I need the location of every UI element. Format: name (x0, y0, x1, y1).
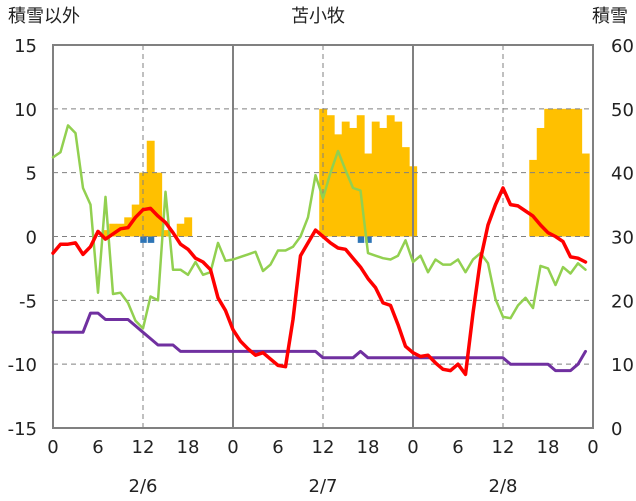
snow-depth-bar (139, 172, 148, 237)
snow-depth-bar (364, 153, 373, 237)
snow-depth-bar (146, 140, 155, 237)
y-left-tick-label: 5 (26, 164, 37, 185)
snow-depth-bar (101, 230, 110, 237)
wind-line (51, 311, 587, 373)
y-left-tick-label: -5 (19, 291, 37, 312)
x-tick-label: 0 (407, 437, 418, 458)
line-series (51, 124, 588, 377)
y-right-tick-label: 40 (611, 164, 634, 185)
chart-title: 苫小牧 (291, 6, 345, 27)
x-tick-label: 18 (537, 437, 560, 458)
grid (53, 45, 593, 428)
x-tick-label: 12 (312, 437, 335, 458)
date-labels: 2/6 2/7 2/8 (129, 476, 518, 497)
snow-depth-bar (401, 147, 410, 237)
x-tick-label: 0 (47, 437, 58, 458)
x-tick-label: 6 (452, 437, 463, 458)
y-right-tick-label: 20 (611, 291, 634, 312)
x-tick-label: 0 (587, 437, 598, 458)
precip-bar (147, 236, 155, 243)
snow-depth-bar (356, 115, 365, 237)
y-left-tick-label: 15 (14, 36, 37, 57)
x-tick-labels: 0 6 12 18 0 6 12 18 0 6 12 18 0 (47, 437, 598, 458)
precip-bar (365, 236, 372, 243)
snow-depth-bar (109, 223, 118, 237)
snow-depth-bar (334, 134, 343, 237)
x-tick-label: 18 (177, 437, 200, 458)
x-tick-label: 6 (92, 437, 103, 458)
snow-depth-bar (394, 121, 403, 237)
y-right-tick-label: 30 (611, 228, 634, 249)
date-label: 2/8 (489, 476, 518, 497)
left-y-tick-labels: 15 10 5 0 -5 -10 -15 (8, 36, 37, 440)
date-label: 2/6 (129, 476, 158, 497)
precip-bars (140, 236, 372, 243)
snow-depth-bar (536, 127, 545, 237)
x-tick-label: 6 (272, 437, 283, 458)
y-left-tick-label: -15 (8, 419, 37, 440)
snow-depth-bar (176, 223, 185, 237)
snow-depth-bar (386, 115, 395, 237)
humidity-line (51, 124, 587, 330)
y-left-tick-label: 10 (14, 100, 37, 121)
snow-depth-bar (154, 172, 163, 237)
y-left-tick-label: 0 (26, 228, 37, 249)
right-axis-title: 積雪 (592, 6, 628, 27)
snow-depth-bar (529, 159, 538, 237)
precip-bar (357, 236, 365, 243)
snow-depth-bar (131, 204, 140, 237)
snow-depth-bar (161, 230, 170, 237)
snow-depth-bar (371, 121, 380, 237)
y-right-tick-label: 50 (611, 100, 634, 121)
y-right-tick-label: 0 (611, 419, 622, 440)
snow-depth-bar (379, 127, 388, 237)
temperature-line (51, 186, 588, 377)
snow-depth-bar (551, 108, 560, 237)
left-axis-title: 積雪以外 (8, 6, 80, 27)
y-right-tick-label: 60 (611, 36, 634, 57)
x-tick-label: 12 (492, 437, 515, 458)
plot-frame (52, 44, 594, 429)
snow-depth-bar (559, 108, 568, 237)
x-tick-label: 12 (132, 437, 155, 458)
snow-depth-bar (341, 121, 350, 237)
y-right-tick-label: 10 (611, 355, 634, 376)
y-left-tick-label: -10 (8, 355, 37, 376)
snow-depth-bar (581, 153, 590, 237)
snow-depth-bar (349, 127, 358, 237)
right-y-tick-labels: 60 50 40 30 20 10 0 (611, 36, 634, 440)
x-tick-label: 0 (227, 437, 238, 458)
x-tick-label: 18 (357, 437, 380, 458)
snow-depth-bar (184, 217, 193, 237)
precip-bar (140, 236, 147, 243)
date-label: 2/7 (309, 476, 338, 497)
